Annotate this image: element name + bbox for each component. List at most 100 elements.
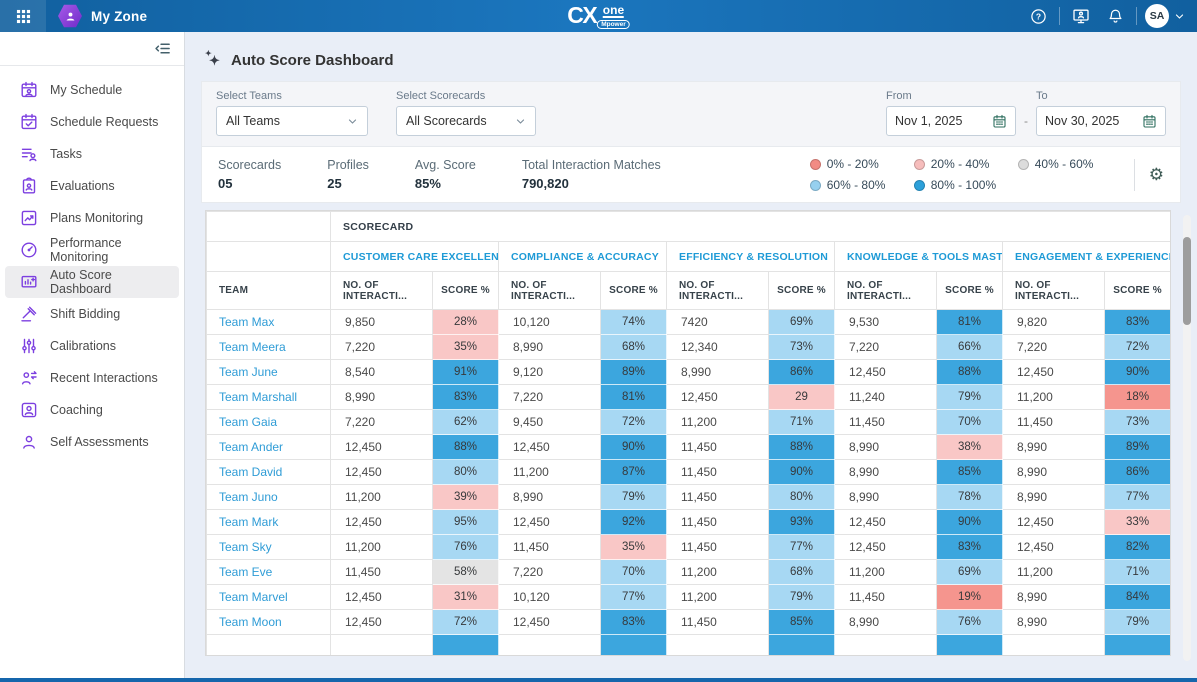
- sidebar-item-my-schedule[interactable]: My Schedule: [5, 74, 179, 106]
- team-link[interactable]: Team Sky: [219, 540, 272, 554]
- scorecard-column-header-4[interactable]: ENGAGEMENT & EXPERIENCE: [1001, 241, 1170, 272]
- team-link[interactable]: Team Marvel: [219, 590, 288, 604]
- score-cell: [768, 634, 835, 655]
- topbar-separator: [1136, 7, 1137, 25]
- score-cell: 90%: [1103, 359, 1170, 385]
- score-cell: 91%: [432, 359, 499, 385]
- score-cell: 38%: [936, 434, 1003, 460]
- scorecard-column-header-2[interactable]: EFFICIENCY & RESOLUTION: [666, 241, 835, 272]
- sidebar-item-self-assessments[interactable]: Self Assessments: [5, 426, 179, 458]
- legend-item-1[interactable]: 20% - 40%: [913, 157, 1018, 171]
- score-column-header[interactable]: SCORE %: [600, 271, 667, 310]
- team-link[interactable]: Team David: [219, 465, 283, 479]
- interactions-cell: 7420: [666, 309, 769, 335]
- interactions-column-header[interactable]: NO. OF INTERACTI...: [330, 271, 433, 310]
- score-cell: 76%: [432, 534, 499, 560]
- teams-select[interactable]: All Teams: [216, 106, 368, 136]
- interactions-cell: 11,450: [666, 609, 769, 635]
- scrollbar-thumb[interactable]: [1183, 237, 1191, 325]
- team-cell: Team Marvel: [206, 584, 331, 610]
- sidebar-item-shift-bidding[interactable]: Shift Bidding: [5, 298, 179, 330]
- team-link[interactable]: Team Eve: [219, 565, 273, 579]
- score-cell: 19%: [936, 584, 1003, 610]
- to-date-input[interactable]: Nov 30, 2025: [1036, 106, 1166, 136]
- sidebar-item-recent-interactions[interactable]: Recent Interactions: [5, 362, 179, 394]
- score-cell: 39%: [432, 484, 499, 510]
- score-column-header[interactable]: SCORE %: [1103, 271, 1170, 310]
- interactions-cell: 11,450: [1002, 409, 1105, 435]
- legend-item-2[interactable]: 40% - 60%: [1017, 157, 1122, 171]
- interactions-cell: 12,450: [1002, 359, 1105, 385]
- sidebar-item-tasks[interactable]: Tasks: [5, 138, 179, 170]
- team-cell: Team David: [206, 459, 331, 485]
- team-link[interactable]: Team Marshall: [219, 390, 298, 404]
- gauge-icon: [20, 241, 38, 259]
- notifications-button[interactable]: [1102, 3, 1128, 29]
- interactions-cell: 12,450: [834, 534, 937, 560]
- score-cell: 79%: [768, 584, 835, 610]
- interactions-cell: 11,450: [834, 409, 937, 435]
- vertical-scrollbar[interactable]: [1183, 215, 1191, 661]
- interactions-cell: 11,450: [666, 509, 769, 535]
- score-column-header[interactable]: SCORE %: [936, 271, 1003, 310]
- interactions-cell: 11,450: [666, 484, 769, 510]
- settings-gear-icon[interactable]: ⚙: [1148, 165, 1164, 184]
- interactions-cell: 8,990: [330, 384, 433, 410]
- sidebar-item-auto-score-dashboard[interactable]: Auto Score Dashboard: [5, 266, 179, 298]
- app-launcher-button[interactable]: [0, 0, 46, 32]
- sidebar-item-plans-monitoring[interactable]: Plans Monitoring: [5, 202, 179, 234]
- sidebar-item-calibrations[interactable]: Calibrations: [5, 330, 179, 362]
- score-cell: 33%: [1103, 509, 1170, 535]
- screen-share-button[interactable]: [1068, 3, 1094, 29]
- score-cell: 77%: [768, 534, 835, 560]
- table-row: Team Meera 7,220 35% 8,990 68% 12,340 73% 7,220…: [206, 334, 1170, 360]
- help-button[interactable]: ?: [1025, 3, 1051, 29]
- score-cell: 73%: [768, 334, 835, 360]
- gavel-icon: [20, 305, 38, 323]
- scorecard-column-header-1[interactable]: COMPLIANCE & ACCURACY: [498, 241, 667, 272]
- interactions-column-header[interactable]: NO. OF INTERACTI...: [1002, 271, 1105, 310]
- sidebar-collapse-icon[interactable]: [154, 40, 171, 57]
- legend-item-4[interactable]: 80% - 100%: [913, 178, 1024, 192]
- interactions-column-header[interactable]: NO. OF INTERACTI...: [666, 271, 769, 310]
- interactions-cell: 8,990: [1002, 459, 1105, 485]
- team-link[interactable]: Team June: [219, 365, 278, 379]
- interactions-column-header[interactable]: NO. OF INTERACTI...: [834, 271, 937, 310]
- score-column-header[interactable]: SCORE %: [432, 271, 499, 310]
- team-cell: Team Meera: [206, 334, 331, 360]
- team-link[interactable]: Team Moon: [219, 615, 282, 629]
- interactions-cell: 8,990: [834, 459, 937, 485]
- scorecard-column-header-3[interactable]: KNOWLEDGE & TOOLS MASTERY...: [834, 241, 1003, 272]
- score-cell: 95%: [432, 509, 499, 535]
- interactions-cell: 11,450: [666, 534, 769, 560]
- team-link[interactable]: Team Gaia: [219, 415, 278, 429]
- team-link[interactable]: Team Juno: [219, 490, 278, 504]
- legend-item-3[interactable]: 60% - 80%: [809, 178, 914, 192]
- team-link[interactable]: Team Mark: [219, 515, 279, 529]
- sidebar-item-performance-monitoring[interactable]: Performance Monitoring: [5, 234, 179, 266]
- team-column-header[interactable]: TEAM: [206, 271, 331, 310]
- scorecard-column-header-0[interactable]: CUSTOMER CARE EXCELLENCE: [330, 241, 499, 272]
- sidebar-item-schedule-requests[interactable]: Schedule Requests: [5, 106, 179, 138]
- interactions-cell: 9,850: [330, 309, 433, 335]
- team-link[interactable]: Team Max: [219, 315, 275, 329]
- interactions-column-header[interactable]: NO. OF INTERACTI...: [498, 271, 601, 310]
- interactions-cell: 9,530: [834, 309, 937, 335]
- user-menu-button[interactable]: SA: [1145, 3, 1185, 29]
- sidebar-item-coaching[interactable]: Coaching: [5, 394, 179, 426]
- scorecards-select[interactable]: All Scorecards: [396, 106, 536, 136]
- from-date-label: From: [886, 90, 912, 102]
- legend-item-0[interactable]: 0% - 20%: [809, 157, 914, 171]
- team-link[interactable]: Team Ander: [219, 440, 284, 454]
- team-link[interactable]: Team Meera: [219, 340, 286, 354]
- score-cell: 69%: [768, 309, 835, 335]
- score-column-header[interactable]: SCORE %: [768, 271, 835, 310]
- table-corner-cell: [206, 211, 331, 242]
- sidebar-item-evaluations[interactable]: Evaluations: [5, 170, 179, 202]
- summary-bar: Scorecards 05 Profiles 25 Avg. Score 85% To…: [201, 146, 1181, 203]
- interactions-cell: 11,200: [330, 484, 433, 510]
- from-date-input[interactable]: Nov 1, 2025: [886, 106, 1016, 136]
- page-title: ✦ ✦ Auto Score Dashboard: [205, 48, 394, 70]
- table-corner-cell: [206, 241, 331, 272]
- score-cell: 73%: [1103, 409, 1170, 435]
